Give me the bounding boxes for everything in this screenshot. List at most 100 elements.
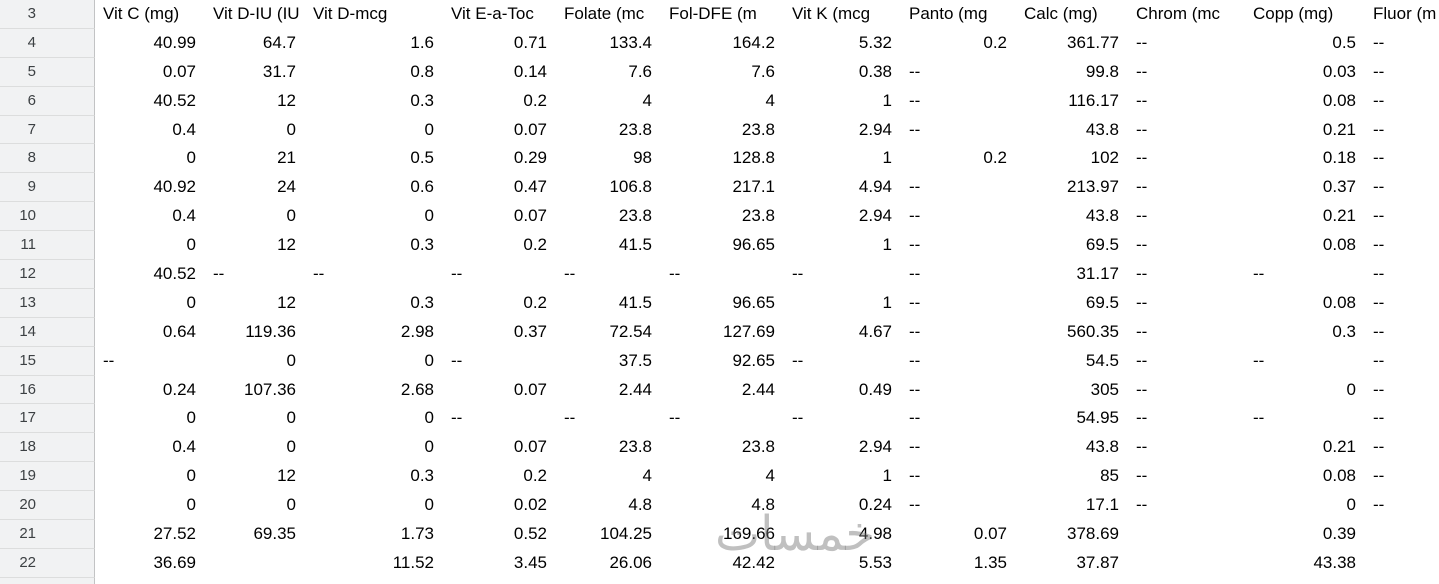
cell[interactable]: -- bbox=[909, 206, 921, 226]
column-header[interactable]: Chrom (mc bbox=[1136, 4, 1221, 23]
cell[interactable]: -- bbox=[1136, 119, 1148, 139]
cell[interactable]: 1.6 bbox=[410, 32, 434, 52]
cell[interactable]: -- bbox=[1136, 206, 1148, 226]
cell[interactable]: 7.6 bbox=[628, 61, 652, 81]
cell[interactable]: 41.5 bbox=[618, 235, 652, 255]
cell[interactable]: 0.24 bbox=[858, 495, 892, 515]
cell[interactable]: 23.8 bbox=[618, 206, 652, 226]
cell[interactable]: 0.2 bbox=[983, 148, 1007, 168]
cell[interactable]: 4.8 bbox=[751, 495, 775, 515]
cell[interactable]: 0.07 bbox=[513, 206, 547, 226]
cell[interactable]: 0.47 bbox=[513, 177, 547, 197]
cell[interactable]: -- bbox=[909, 292, 921, 312]
cell[interactable]: -- bbox=[1373, 292, 1385, 312]
cell[interactable]: 0 bbox=[424, 437, 434, 457]
cell[interactable]: 0 bbox=[186, 148, 196, 168]
cell[interactable]: -- bbox=[1373, 148, 1385, 168]
cell[interactable]: 0.2 bbox=[523, 466, 547, 486]
cell[interactable]: -- bbox=[1373, 177, 1385, 197]
column-header[interactable]: Panto (mg bbox=[909, 4, 988, 23]
cell[interactable]: 4.94 bbox=[858, 177, 892, 197]
cell[interactable]: 0.4 bbox=[172, 206, 196, 226]
cell[interactable]: 361.77 bbox=[1067, 32, 1119, 52]
cell[interactable]: 24 bbox=[277, 177, 296, 197]
cell[interactable]: 0 bbox=[1346, 379, 1356, 399]
cell[interactable]: -- bbox=[313, 264, 325, 284]
cell[interactable]: 0.5 bbox=[410, 148, 434, 168]
row-number[interactable]: 5 bbox=[0, 57, 95, 87]
cell[interactable]: -- bbox=[1136, 379, 1148, 399]
cell[interactable]: 0.3 bbox=[410, 90, 434, 110]
cell[interactable]: 0 bbox=[286, 437, 296, 457]
row-number[interactable]: 18 bbox=[0, 433, 95, 463]
cell[interactable]: -- bbox=[451, 350, 463, 370]
cell[interactable]: 0.64 bbox=[162, 321, 196, 341]
row-number[interactable]: 13 bbox=[0, 288, 95, 318]
cell[interactable]: 7.6 bbox=[751, 61, 775, 81]
cell[interactable]: 96.65 bbox=[732, 292, 775, 312]
cell[interactable]: 0.52 bbox=[513, 524, 547, 544]
column-header[interactable]: Fol-DFE (m bbox=[669, 4, 757, 23]
cell[interactable]: -- bbox=[1136, 264, 1148, 284]
cell[interactable]: 1.35 bbox=[973, 552, 1007, 572]
column-header[interactable]: Vit D-IU (IU bbox=[213, 4, 300, 23]
cell[interactable]: 23.8 bbox=[618, 437, 652, 457]
cell[interactable]: 12 bbox=[277, 90, 296, 110]
cell[interactable]: 0.2 bbox=[523, 90, 547, 110]
cell[interactable]: 85 bbox=[1100, 466, 1119, 486]
cell[interactable]: 0.2 bbox=[983, 32, 1007, 52]
cell[interactable]: 23.8 bbox=[741, 206, 775, 226]
cell[interactable]: -- bbox=[1373, 264, 1385, 284]
cell[interactable]: -- bbox=[451, 264, 463, 284]
cell[interactable]: 102 bbox=[1090, 148, 1119, 168]
cell[interactable]: 40.92 bbox=[153, 177, 196, 197]
cell[interactable]: 0 bbox=[186, 235, 196, 255]
column-header[interactable]: Vit C (mg) bbox=[103, 4, 180, 23]
cell[interactable]: 0.21 bbox=[1322, 119, 1356, 139]
cell[interactable]: 2.94 bbox=[858, 206, 892, 226]
cell[interactable]: 0 bbox=[1346, 495, 1356, 515]
cell[interactable]: 31.17 bbox=[1076, 264, 1119, 284]
cell[interactable]: 127.69 bbox=[723, 321, 775, 341]
row-number[interactable]: 21 bbox=[0, 520, 95, 549]
row-number[interactable]: 16 bbox=[0, 375, 95, 405]
cell[interactable]: 164.2 bbox=[732, 32, 775, 52]
column-header[interactable]: Vit D-mcg bbox=[313, 4, 388, 23]
cell[interactable]: -- bbox=[1136, 321, 1148, 341]
cell[interactable]: -- bbox=[1373, 350, 1385, 370]
cell[interactable]: 0.03 bbox=[1322, 61, 1356, 81]
cell[interactable]: 40.52 bbox=[153, 264, 196, 284]
cell[interactable]: -- bbox=[1136, 235, 1148, 255]
cell[interactable]: -- bbox=[792, 350, 804, 370]
cell[interactable]: 0.08 bbox=[1322, 90, 1356, 110]
cell[interactable]: -- bbox=[1373, 437, 1385, 457]
cell[interactable]: -- bbox=[564, 408, 576, 428]
column-header[interactable]: Folate (mc bbox=[564, 4, 645, 23]
cell[interactable]: 12 bbox=[277, 235, 296, 255]
cell[interactable]: 26.06 bbox=[609, 552, 652, 572]
cell[interactable] bbox=[1365, 520, 1439, 549]
cell[interactable]: -- bbox=[1136, 61, 1148, 81]
cell[interactable]: -- bbox=[909, 321, 921, 341]
row-number[interactable]: 9 bbox=[0, 173, 95, 203]
cell[interactable]: -- bbox=[1373, 495, 1385, 515]
cell[interactable]: 0.07 bbox=[513, 437, 547, 457]
cell[interactable]: -- bbox=[909, 408, 921, 428]
cell[interactable]: 1 bbox=[882, 235, 892, 255]
row-number[interactable]: 19 bbox=[0, 462, 95, 492]
cell[interactable]: 0 bbox=[186, 495, 196, 515]
row-number[interactable]: 8 bbox=[0, 144, 95, 174]
cell[interactable]: 36.69 bbox=[153, 552, 196, 572]
cell[interactable]: 41.5 bbox=[618, 292, 652, 312]
cell[interactable]: -- bbox=[669, 408, 681, 428]
cell[interactable]: 0 bbox=[286, 119, 296, 139]
cell[interactable]: 104.25 bbox=[600, 524, 652, 544]
cell[interactable]: 0.3 bbox=[1332, 321, 1356, 341]
cell[interactable]: 0.39 bbox=[1322, 524, 1356, 544]
cell[interactable]: 0.2 bbox=[523, 292, 547, 312]
cell[interactable]: 98 bbox=[633, 148, 652, 168]
cell[interactable]: 0.2 bbox=[523, 235, 547, 255]
cell[interactable]: -- bbox=[909, 264, 921, 284]
cell[interactable]: 92.65 bbox=[732, 350, 775, 370]
cell[interactable]: 0.37 bbox=[1322, 177, 1356, 197]
